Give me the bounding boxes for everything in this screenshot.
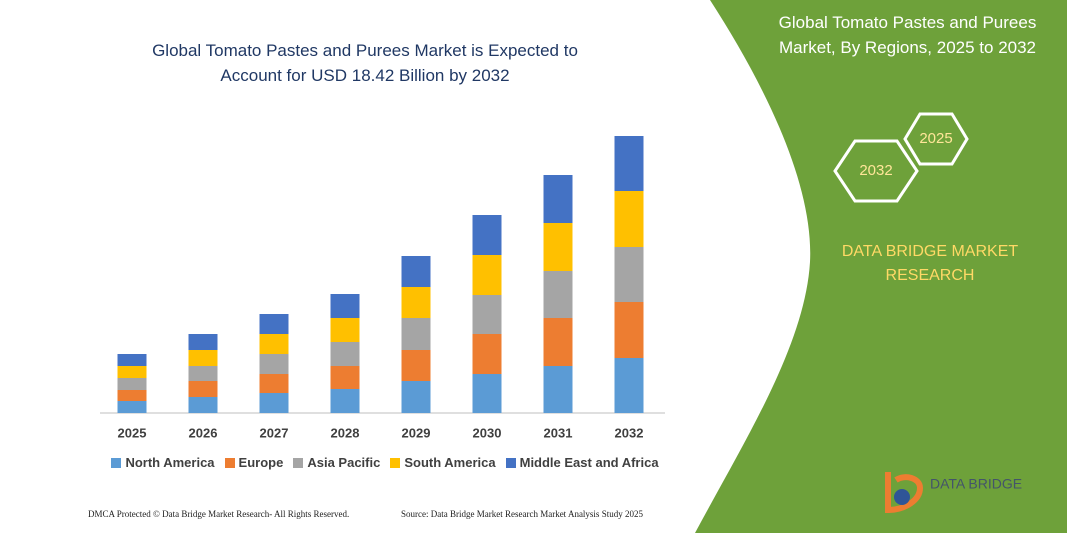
bar-segment (543, 318, 573, 366)
legend-item: South America (390, 455, 496, 470)
hexagon-label: 2032 (859, 162, 892, 179)
chart-title: Global Tomato Pastes and Purees Market i… (152, 41, 578, 85)
x-tick-label: 2027 (260, 425, 289, 440)
side-panel-bg (695, 0, 1067, 533)
bar-segment (401, 318, 431, 350)
legend-item: Europe (224, 455, 284, 470)
legend-label: Middle East and Africa (519, 455, 659, 470)
bar-segment (188, 381, 218, 397)
bar-segment (472, 374, 502, 413)
legend-item: North America (111, 455, 215, 470)
bar-segment (614, 358, 644, 413)
bar-segment (259, 334, 289, 354)
bar-segment (401, 256, 431, 287)
legend-swatch (293, 457, 304, 468)
bar-segment (401, 381, 431, 413)
bar-segment (614, 247, 644, 302)
legend-label: Asia Pacific (307, 455, 381, 470)
legend-item: Middle East and Africa (505, 455, 659, 470)
bar-segment (614, 136, 644, 191)
bar-segment (401, 287, 431, 318)
bar-segment (117, 401, 147, 413)
bar-segment (614, 302, 644, 358)
bar-segment (259, 354, 289, 374)
legend-label: Europe (238, 455, 284, 470)
bar-segment (188, 366, 218, 381)
legend-label: North America (125, 455, 215, 470)
legend-swatch (390, 457, 401, 468)
legend: North America Europe Asia Pacific South Ame… (95, 455, 675, 470)
footer-left: DMCA Protected © Data Bridge Market Rese… (88, 509, 350, 519)
bar-segment (330, 294, 360, 318)
bar-segment (614, 191, 644, 247)
bar-segment (259, 314, 289, 334)
panel-title: Global Tomato Pastes and Purees Market, … (778, 13, 1037, 57)
bar-segment (543, 223, 573, 271)
hexagon (833, 139, 919, 203)
bar-segment (472, 334, 502, 374)
bar-segment (330, 366, 360, 389)
legend-label: South America (404, 455, 496, 470)
legend-item: Asia Pacific (293, 455, 380, 470)
x-tick-label: 2028 (331, 425, 360, 440)
x-tick-label: 2032 (615, 425, 644, 440)
bar-segment (330, 318, 360, 342)
bar-segment (117, 354, 147, 366)
legend-swatch (505, 457, 516, 468)
bar-segment (472, 295, 502, 334)
bar-segment (188, 397, 218, 413)
bar-segment (401, 350, 431, 381)
bar-segment (188, 350, 218, 366)
x-tick-label: 2031 (544, 425, 573, 440)
bar-segment (117, 390, 147, 401)
bar-segment (117, 378, 147, 390)
bar-segment (330, 389, 360, 413)
hexagon-label: 2025 (919, 130, 952, 147)
x-tick-label: 2025 (118, 425, 147, 440)
bar-segment (543, 271, 573, 318)
bar-segment (543, 175, 573, 223)
x-tick-label: 2029 (402, 425, 431, 440)
bar-segment (259, 374, 289, 393)
bar-segment (259, 393, 289, 413)
bar-segment (543, 366, 573, 413)
legend-swatch (111, 457, 122, 468)
logo-text: DATA BRIDGE (930, 476, 1022, 492)
bar-segment (472, 215, 502, 255)
hexagon (903, 112, 969, 166)
x-tick-label: 2030 (473, 425, 502, 440)
legend-swatch (224, 457, 235, 468)
bar-segment (117, 366, 147, 378)
bar-segment (472, 255, 502, 295)
logo-mark (885, 472, 924, 514)
bar-segment (330, 342, 360, 366)
footer-right: Source: Data Bridge Market Research Mark… (401, 509, 643, 519)
brand: DATA BRIDGE MARKET RESEARCH (841, 243, 1019, 284)
bar-segment (188, 334, 218, 350)
x-tick-label: 2026 (189, 425, 218, 440)
logo-mark (894, 489, 910, 505)
